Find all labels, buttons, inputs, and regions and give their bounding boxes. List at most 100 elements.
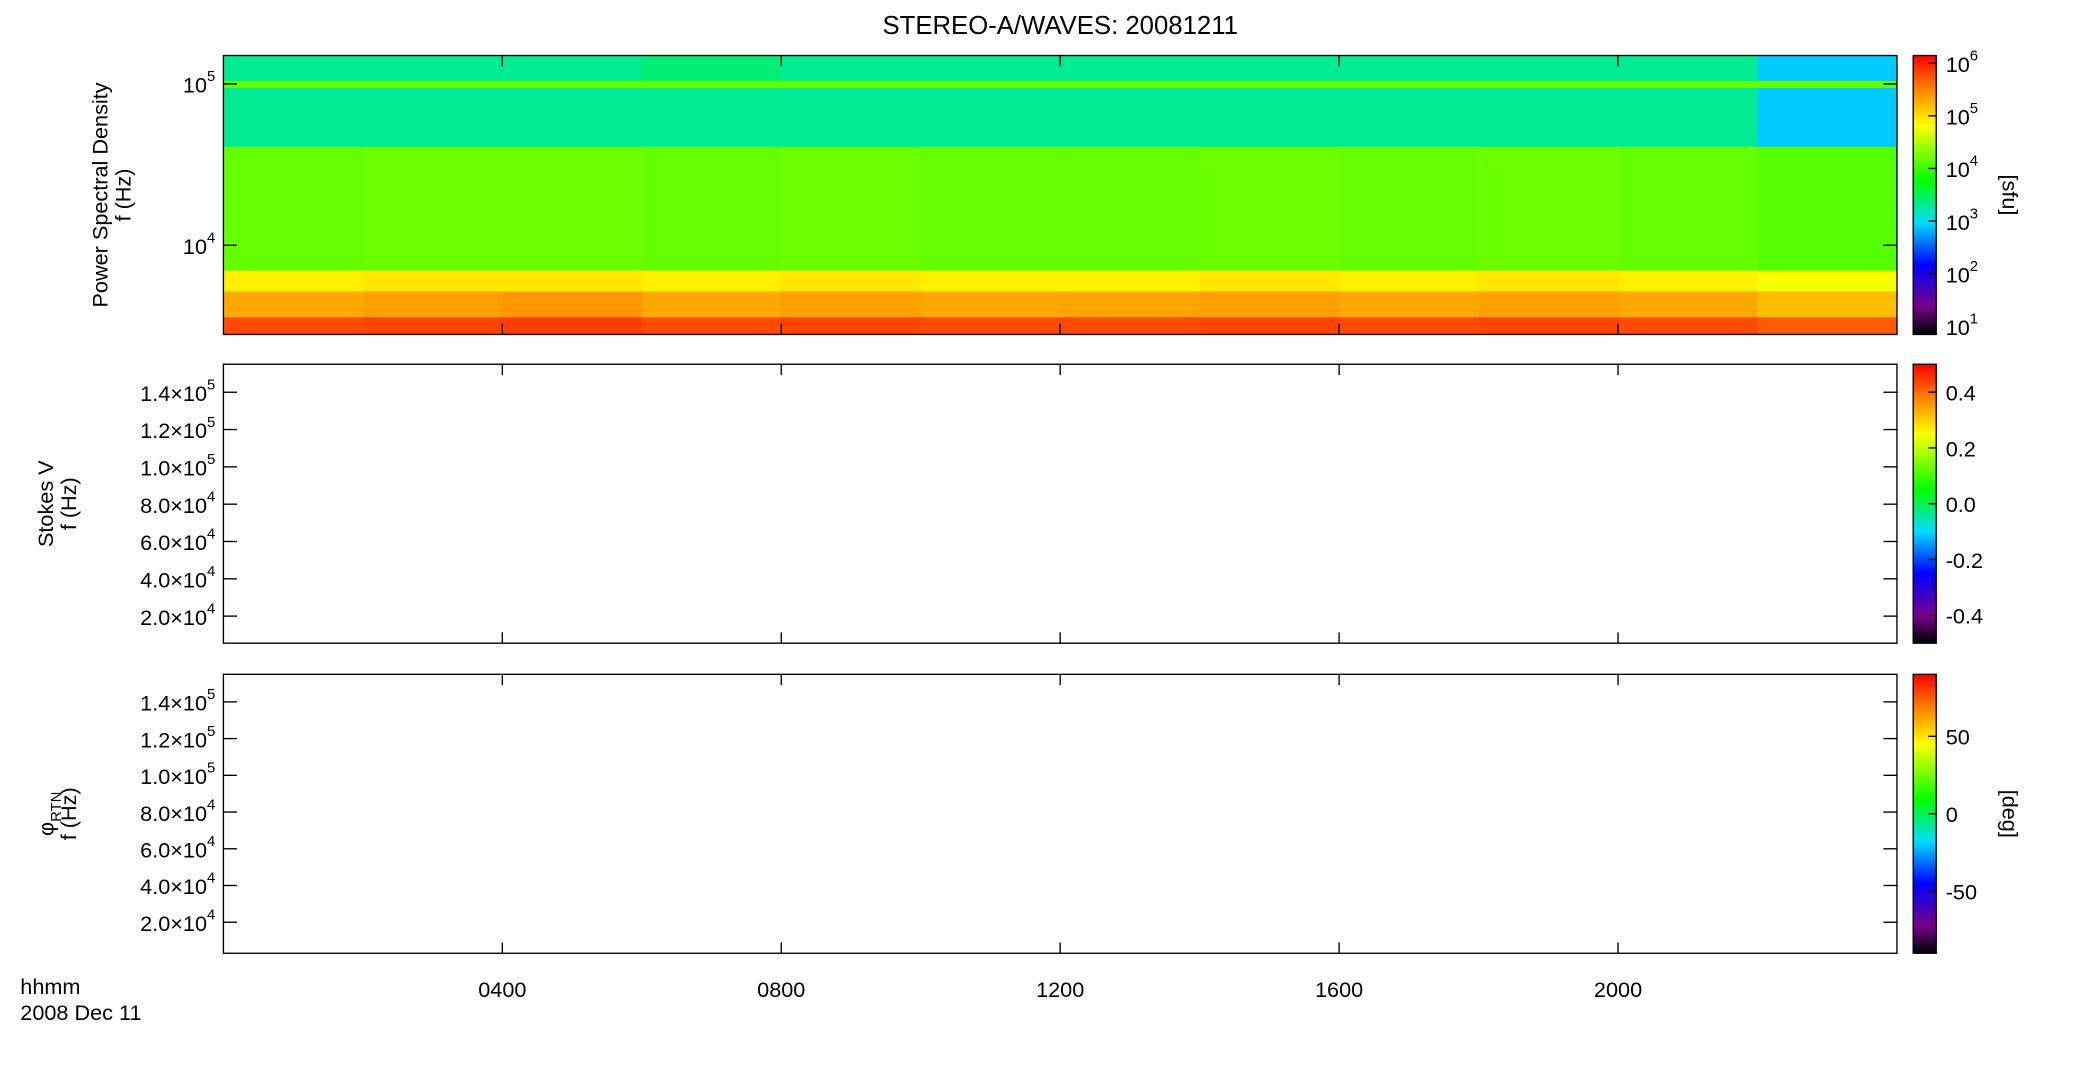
heatmap-cell — [1478, 80, 1619, 88]
heatmap-cell — [781, 55, 922, 81]
heatmap-cell — [920, 80, 1061, 88]
x-tick-label: 2000 — [1594, 977, 1642, 1002]
heatmap-cell — [1618, 316, 1759, 335]
heatmap-cell — [223, 270, 364, 292]
heatmap-cell — [1199, 291, 1340, 318]
heatmap-cell — [641, 55, 782, 81]
chart-title: STEREO-A/WAVES: 20081211 — [882, 12, 1237, 40]
y-tick-label: 1.4×105​ — [140, 687, 215, 715]
heatmap-cell — [502, 316, 643, 335]
heatmap-cell — [1060, 87, 1201, 147]
y-tick-label: 4.0×104​ — [140, 871, 215, 899]
x-tick-label: 0800 — [757, 977, 805, 1002]
heatmap-cell — [502, 270, 643, 292]
y-axis-label: φRTN​ — [33, 792, 65, 836]
heatmap-cell — [1060, 270, 1201, 292]
y-tick-label: 4.0×104​ — [140, 564, 215, 592]
y-tick-label: 1.2×105​ — [140, 415, 215, 443]
y-tick-label: 8.0×104​ — [140, 797, 215, 825]
heatmap-cell — [1618, 87, 1759, 147]
heatmap-cell — [1618, 55, 1759, 81]
colorbar-tick-label: 50 — [1946, 725, 1970, 750]
colorbar-tick-label: -0.2 — [1946, 548, 1983, 573]
y-axis-label: Power Spectral Density — [87, 82, 112, 307]
heatmap-cell — [1199, 146, 1340, 271]
heatmap-cell — [1757, 55, 1898, 81]
heatmap-cell — [781, 291, 922, 318]
heatmap-cell — [641, 80, 782, 88]
heatmap-cell — [920, 87, 1061, 147]
y-tick-label: 2.0×104​ — [140, 601, 215, 629]
y-tick-label: 6.0×104​ — [140, 834, 215, 862]
heatmap-cell — [1339, 55, 1480, 81]
heatmap-cell — [1060, 316, 1201, 335]
y-axis-label: f (Hz) — [56, 477, 81, 530]
heatmap-cell — [641, 291, 782, 318]
heatmap-cell — [362, 80, 504, 88]
colorbar-label: [deg] — [1997, 790, 2022, 838]
heatmap-cell — [362, 87, 504, 147]
heatmap-cell — [920, 316, 1061, 335]
x-tick-label: 1200 — [1036, 977, 1084, 1002]
colorbar-tick-label: 0.0 — [1946, 492, 1976, 517]
heatmap-cell — [1339, 291, 1480, 318]
heatmap-cell — [920, 291, 1061, 318]
heatmap-cell — [1478, 87, 1619, 147]
y-tick-label: 105​ — [183, 69, 215, 97]
heatmap-cell — [641, 270, 782, 292]
colorbar-tick-label: 105​ — [1946, 101, 1978, 129]
heatmap-cell — [502, 291, 643, 318]
heatmap-cell — [1339, 316, 1480, 335]
heatmap-cell — [502, 146, 643, 271]
colorbar-label: [sfu] — [1997, 175, 2022, 216]
heatmap-cell — [1339, 270, 1480, 292]
heatmap-cell — [1199, 270, 1340, 292]
heatmap-cell — [641, 87, 782, 147]
heatmap-cell — [1618, 270, 1759, 292]
colorbar — [1912, 54, 1937, 336]
heatmap-cell — [362, 270, 504, 292]
heatmap-cell — [1757, 146, 1898, 271]
heatmap-cell — [502, 55, 643, 81]
heatmap-cell — [1757, 316, 1898, 335]
heatmap-cell — [1618, 80, 1759, 88]
y-tick-label: 1.2×105​ — [140, 724, 215, 752]
heatmap-cell — [223, 146, 364, 271]
heatmap-cell — [1757, 87, 1898, 147]
y-tick-label: 2.0×104​ — [140, 907, 215, 935]
heatmap-cell — [1478, 270, 1619, 292]
x-tick-label: 1600 — [1315, 977, 1363, 1002]
colorbar-tick-label: -0.4 — [1946, 604, 1983, 629]
colorbar-tick-label: 0 — [1946, 802, 1958, 827]
colorbar-tick-label: -50 — [1946, 880, 1977, 905]
y-axis-label: f (Hz) — [56, 787, 81, 840]
colorbar-tick-label: 102​ — [1946, 259, 1978, 287]
heatmap-cell — [1339, 87, 1480, 147]
heatmap-cell — [1199, 80, 1340, 88]
colorbar-tick-label: 0.4 — [1946, 381, 1976, 406]
heatmap-cell — [1478, 55, 1619, 81]
heatmap-cell — [1618, 146, 1759, 271]
plot-frame — [222, 673, 1898, 954]
heatmap-cell — [1060, 291, 1201, 318]
heatmap-cell — [223, 55, 364, 81]
y-tick-label: 6.0×104​ — [140, 527, 215, 555]
y-tick-label: 1.0×105​ — [140, 452, 215, 480]
heatmap-cell — [1060, 146, 1201, 271]
heatmap-cell — [781, 87, 922, 147]
colorbar-tick-label: 101​ — [1946, 311, 1978, 339]
heatmap-cell — [781, 270, 922, 292]
y-axis-label: Stokes V — [33, 460, 58, 547]
colorbar-tick-label: 104​ — [1946, 154, 1978, 182]
heatmap-cell — [920, 146, 1061, 271]
heatmap-cell — [781, 316, 922, 335]
colorbar-tick-label: 0.2 — [1946, 436, 1976, 461]
x-tick-label: 0400 — [478, 977, 526, 1002]
heatmap-cell — [362, 55, 504, 81]
heatmap-cell — [223, 291, 364, 318]
y-tick-label: 1.0×105​ — [140, 760, 215, 788]
y-tick-label: 104​ — [183, 230, 215, 258]
heatmap-cell — [1060, 55, 1201, 81]
